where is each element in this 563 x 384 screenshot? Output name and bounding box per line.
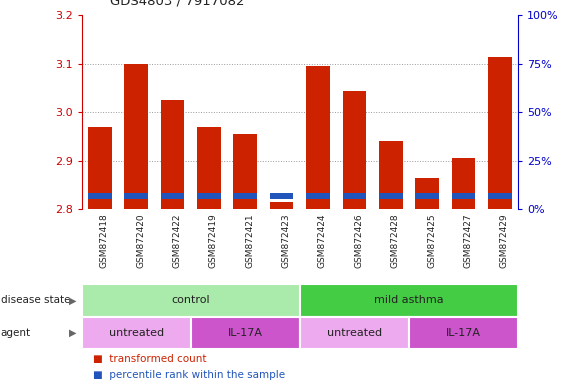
Bar	[82, 284, 300, 317]
Text: GSM872425: GSM872425	[427, 213, 436, 268]
Text: IL-17A: IL-17A	[446, 328, 481, 338]
Bar	[124, 64, 148, 209]
Bar	[415, 193, 439, 199]
Bar	[379, 193, 403, 199]
Bar	[270, 193, 293, 199]
Bar	[234, 134, 257, 209]
Text: GSM872420: GSM872420	[136, 213, 145, 268]
Text: untreated: untreated	[327, 328, 382, 338]
Bar	[452, 193, 475, 199]
Bar	[234, 193, 257, 199]
Bar	[270, 202, 293, 209]
Text: GSM872428: GSM872428	[391, 213, 400, 268]
Text: GSM872423: GSM872423	[282, 213, 291, 268]
Text: agent: agent	[1, 328, 31, 338]
Bar	[306, 66, 330, 209]
Bar	[88, 127, 111, 209]
Text: disease state: disease state	[1, 295, 70, 306]
Text: GSM872419: GSM872419	[209, 213, 218, 268]
Bar	[415, 178, 439, 209]
Text: untreated: untreated	[109, 328, 164, 338]
Text: GSM872429: GSM872429	[500, 213, 509, 268]
Bar	[342, 193, 366, 199]
Text: control: control	[171, 295, 210, 306]
Bar	[160, 193, 184, 199]
Bar	[342, 91, 366, 209]
Text: GSM872424: GSM872424	[318, 213, 327, 268]
Bar	[160, 100, 184, 209]
Bar	[488, 56, 512, 209]
Text: IL-17A: IL-17A	[228, 328, 263, 338]
Text: GSM872426: GSM872426	[354, 213, 363, 268]
Bar	[197, 193, 221, 199]
Text: GDS4803 / 7917082: GDS4803 / 7917082	[110, 0, 244, 8]
Text: GSM872422: GSM872422	[172, 213, 181, 268]
Text: ▶: ▶	[69, 295, 76, 306]
Bar	[488, 193, 512, 199]
Bar	[124, 193, 148, 199]
Text: GSM872427: GSM872427	[463, 213, 472, 268]
Text: GSM872418: GSM872418	[100, 213, 109, 268]
Text: ■  percentile rank within the sample: ■ percentile rank within the sample	[93, 370, 285, 381]
Bar	[300, 284, 518, 317]
Text: ■  transformed count: ■ transformed count	[93, 354, 207, 364]
Bar	[306, 193, 330, 199]
Bar	[452, 158, 475, 209]
Text: ▶: ▶	[69, 328, 76, 338]
Text: mild asthma: mild asthma	[374, 295, 444, 306]
Bar	[379, 141, 403, 209]
Bar	[409, 317, 518, 349]
Bar	[82, 317, 191, 349]
Text: GSM872421: GSM872421	[245, 213, 254, 268]
Bar	[197, 127, 221, 209]
Bar	[191, 317, 300, 349]
Bar	[88, 193, 111, 199]
Bar	[300, 317, 409, 349]
